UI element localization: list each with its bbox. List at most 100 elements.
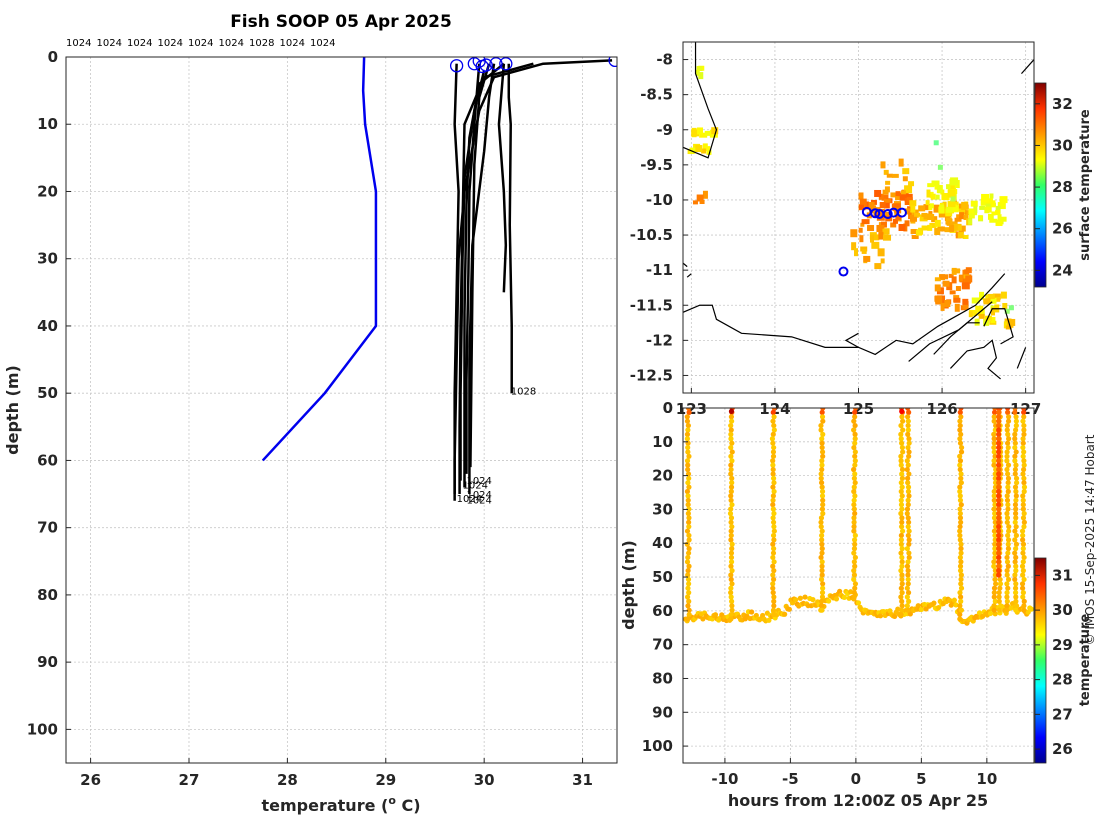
data-point: [991, 585, 998, 591]
sst-pixel: [978, 313, 985, 319]
data-point: [770, 532, 777, 539]
sst-pixel: [877, 248, 885, 257]
data-point: [992, 546, 998, 552]
data-point: [899, 440, 905, 446]
sst-pixel: [891, 203, 900, 211]
data-point: [996, 440, 1002, 446]
data-point: [1013, 515, 1019, 521]
sst-pixel: [962, 298, 969, 305]
data-point: [818, 524, 824, 530]
data-point: [819, 462, 825, 468]
data-point: [728, 590, 734, 596]
data-point: [852, 440, 858, 446]
data-point: [1013, 480, 1020, 486]
data-point: [1005, 440, 1011, 446]
data-point: [819, 480, 825, 486]
sst-pixel: [949, 225, 955, 233]
data-point: [1021, 475, 1027, 481]
data-point: [770, 475, 777, 481]
sst-pixel: [926, 189, 931, 198]
data-point: [957, 563, 964, 569]
data-point: [771, 603, 777, 609]
data-point: [1020, 590, 1026, 596]
section-scatter: [683, 408, 1034, 626]
data-point: [770, 576, 777, 583]
credit-text: © IMOS 15-Sep-2025 14:47 Hobart: [1083, 434, 1097, 645]
map-ticks: 123124125126127-8-8.5-9-9.5-10-10.5-11-1…: [630, 51, 1042, 418]
data-point: [996, 519, 1002, 525]
data-point: [685, 493, 691, 499]
map-lat-tick-label: -11: [646, 261, 673, 279]
data-point: [819, 528, 825, 534]
data-point: [1021, 408, 1027, 411]
map-surface-temperature: [683, 42, 1034, 380]
depth-tick-label: 90: [652, 703, 673, 721]
data-point: [1005, 462, 1012, 468]
data-point: [957, 510, 963, 517]
data-point: [996, 408, 1002, 411]
data-point: [1021, 414, 1027, 420]
sst-pixel: [691, 129, 700, 137]
data-point: [851, 537, 858, 543]
coastline: [1016, 347, 1027, 369]
x-axis-label: temperature (o C): [261, 794, 420, 815]
sst-pixel: [885, 180, 891, 185]
data-point: [1012, 444, 1018, 451]
colorbar-tick-label: 30: [1052, 136, 1073, 154]
data-point: [1020, 550, 1026, 556]
data-point: [959, 444, 965, 451]
data-point: [906, 554, 912, 561]
data-point: [905, 462, 911, 468]
data-point: [851, 559, 857, 565]
data-point: [958, 550, 964, 556]
data-point: [905, 475, 911, 481]
data-point: [1012, 510, 1019, 517]
data-point: [996, 497, 1002, 503]
data-point: [958, 431, 964, 437]
start-marker: [499, 57, 513, 71]
data-point: [771, 568, 777, 574]
data-point: [899, 408, 905, 414]
sst-pixel: [904, 185, 913, 194]
sst-pixel: [945, 217, 952, 224]
data-point: [987, 610, 994, 617]
data-point: [904, 506, 911, 512]
sst-pixel: [902, 176, 908, 182]
data-point: [728, 532, 734, 539]
data-point: [1005, 414, 1012, 420]
data-point: [819, 493, 826, 499]
data-point: [820, 510, 826, 517]
sst-pixel: [946, 184, 955, 190]
profile-annotation: 1024: [466, 495, 491, 506]
data-point: [905, 590, 912, 596]
sst-pixel: [984, 206, 992, 213]
data-point: [898, 488, 904, 495]
data-point: [957, 603, 963, 609]
data-point: [782, 611, 788, 617]
data-point: [906, 436, 912, 442]
sst-pixel: [696, 194, 704, 202]
data-point: [685, 572, 691, 578]
data-point: [770, 572, 776, 578]
data-point: [819, 559, 825, 565]
sst-pixel: [884, 211, 893, 216]
data-point: [1020, 453, 1026, 459]
data-point: [819, 590, 826, 596]
data-point: [770, 466, 776, 473]
data-point: [1005, 541, 1011, 547]
data-point: [1020, 444, 1026, 451]
data-point: [898, 594, 904, 600]
sst-pixel: [980, 198, 988, 206]
top-label: 1024: [219, 38, 244, 49]
data-point: [906, 471, 912, 477]
data-point: [957, 554, 963, 561]
data-point: [899, 506, 905, 512]
data-point: [852, 541, 858, 547]
sst-pixel: [882, 228, 889, 235]
sst-pixel: [1007, 318, 1016, 326]
data-point: [898, 462, 904, 468]
data-point: [1012, 466, 1019, 473]
data-point: [684, 418, 691, 424]
data-point: [996, 462, 1002, 468]
